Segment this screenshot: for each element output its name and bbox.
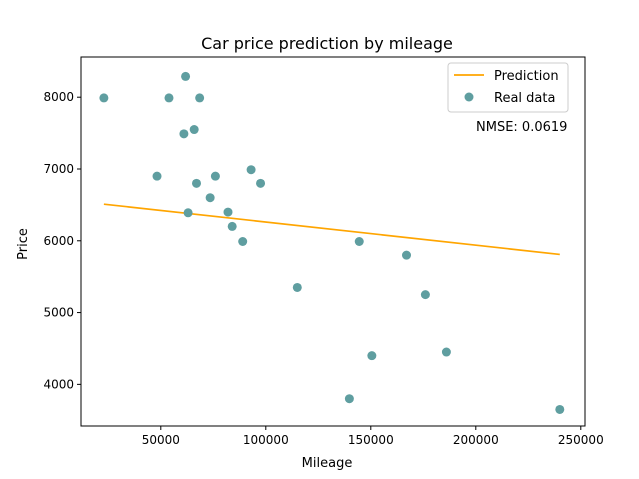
data-point — [344, 394, 354, 404]
data-point — [367, 351, 377, 361]
data-point — [183, 208, 193, 218]
real-data-series — [99, 71, 565, 414]
y-tick-label: 6000 — [43, 234, 74, 248]
legend-real-data-swatch — [464, 92, 474, 102]
data-point — [189, 125, 199, 135]
plot-area: 50000 100000 150000 200000 250000 4000 5000 60… — [43, 56, 604, 447]
data-point — [179, 129, 189, 139]
x-axis-label: Mileage — [302, 456, 353, 471]
data-point — [246, 165, 256, 175]
y-tick-label: 8000 — [43, 90, 74, 104]
data-point — [402, 250, 411, 260]
data-point — [441, 347, 451, 357]
data-point — [205, 193, 215, 203]
data-point — [223, 207, 233, 217]
x-tick-label: 50000 — [142, 433, 180, 447]
data-point — [256, 178, 266, 188]
data-point — [99, 93, 109, 103]
x-tick-label: 150000 — [348, 433, 394, 447]
legend-prediction-label: Prediction — [494, 69, 559, 84]
legend-real-data-label: Real data — [494, 91, 555, 106]
legend: Prediction Real data — [447, 62, 569, 113]
x-axis: 50000 100000 150000 200000 250000 — [142, 426, 604, 447]
x-tick-label: 200000 — [453, 433, 499, 447]
y-tick-label: 5000 — [43, 306, 74, 320]
data-point — [555, 404, 565, 414]
data-point — [354, 237, 364, 246]
nmse-annotation: NMSE: 0.0619 — [476, 120, 567, 135]
chart-title: Car price prediction by mileage — [201, 34, 453, 53]
data-point — [420, 290, 430, 300]
y-axis: 4000 5000 6000 7000 8000 — [43, 90, 81, 391]
axes-frame — [80, 56, 586, 427]
y-tick-label: 4000 — [43, 377, 74, 391]
data-point — [181, 71, 191, 81]
x-tick-label: 250000 — [558, 433, 604, 447]
data-point — [227, 221, 237, 231]
data-point — [152, 171, 162, 181]
data-point — [292, 282, 302, 292]
data-point — [192, 178, 201, 188]
prediction-series — [103, 203, 560, 256]
data-point — [210, 171, 220, 181]
x-tick-label: 100000 — [243, 433, 289, 447]
data-point — [164, 93, 174, 103]
data-point — [195, 93, 205, 103]
data-point — [238, 237, 248, 246]
y-axis-label: Price — [16, 228, 31, 260]
prediction-line — [103, 203, 560, 256]
y-tick-label: 7000 — [43, 162, 74, 176]
